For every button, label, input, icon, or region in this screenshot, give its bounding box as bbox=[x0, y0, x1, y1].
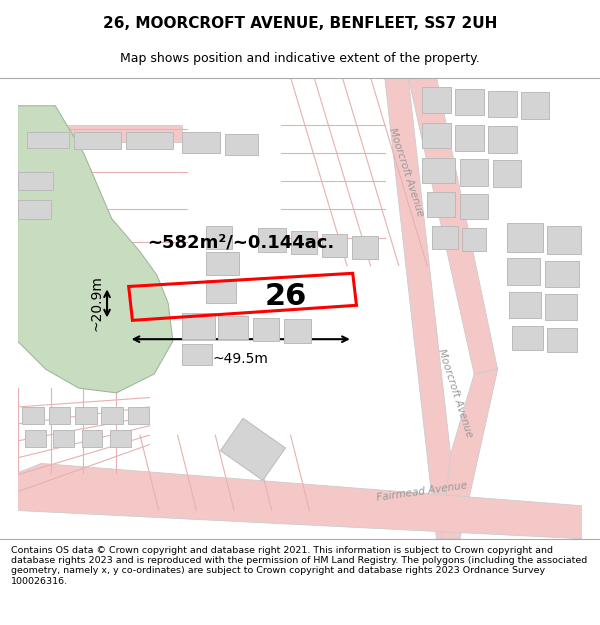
Text: 26, MOORCROFT AVENUE, BENFLEET, SS7 2UH: 26, MOORCROFT AVENUE, BENFLEET, SS7 2UH bbox=[103, 16, 497, 31]
Polygon shape bbox=[17, 464, 583, 539]
Polygon shape bbox=[101, 407, 123, 424]
Polygon shape bbox=[422, 122, 451, 148]
Polygon shape bbox=[74, 132, 121, 149]
Polygon shape bbox=[493, 161, 521, 187]
Polygon shape bbox=[75, 407, 97, 424]
Polygon shape bbox=[422, 158, 455, 183]
Polygon shape bbox=[436, 369, 497, 539]
Polygon shape bbox=[17, 200, 50, 219]
Text: Map shows position and indicative extent of the property.: Map shows position and indicative extent… bbox=[120, 52, 480, 64]
Polygon shape bbox=[462, 228, 487, 251]
Polygon shape bbox=[17, 172, 53, 191]
Polygon shape bbox=[206, 252, 239, 275]
Polygon shape bbox=[385, 78, 460, 539]
Polygon shape bbox=[25, 431, 46, 447]
Polygon shape bbox=[512, 326, 543, 351]
Polygon shape bbox=[488, 126, 517, 152]
Text: ~582m²/~0.144ac.: ~582m²/~0.144ac. bbox=[147, 233, 334, 251]
Text: ~49.5m: ~49.5m bbox=[213, 352, 269, 366]
Polygon shape bbox=[432, 226, 458, 249]
Polygon shape bbox=[253, 318, 279, 341]
Polygon shape bbox=[488, 91, 517, 117]
Polygon shape bbox=[182, 344, 212, 364]
Polygon shape bbox=[53, 431, 74, 447]
Polygon shape bbox=[206, 280, 236, 303]
Polygon shape bbox=[427, 192, 455, 217]
Polygon shape bbox=[455, 89, 484, 115]
Polygon shape bbox=[206, 226, 232, 249]
Polygon shape bbox=[17, 124, 182, 141]
Polygon shape bbox=[509, 292, 541, 318]
Polygon shape bbox=[110, 431, 131, 447]
Text: Moorcroft Avenue: Moorcroft Avenue bbox=[388, 126, 425, 218]
Polygon shape bbox=[218, 316, 248, 339]
Text: Contains OS data © Crown copyright and database right 2021. This information is : Contains OS data © Crown copyright and d… bbox=[11, 546, 587, 586]
Polygon shape bbox=[257, 228, 286, 252]
Polygon shape bbox=[545, 261, 578, 288]
Polygon shape bbox=[220, 418, 286, 481]
Polygon shape bbox=[284, 319, 311, 343]
Polygon shape bbox=[507, 223, 543, 252]
Polygon shape bbox=[290, 231, 317, 254]
Polygon shape bbox=[126, 132, 173, 149]
Polygon shape bbox=[322, 234, 347, 258]
Polygon shape bbox=[547, 328, 577, 352]
Polygon shape bbox=[408, 78, 497, 374]
Polygon shape bbox=[547, 226, 581, 254]
Polygon shape bbox=[224, 134, 257, 155]
Polygon shape bbox=[182, 313, 215, 339]
Polygon shape bbox=[521, 92, 550, 119]
Polygon shape bbox=[507, 258, 540, 284]
Polygon shape bbox=[455, 124, 484, 151]
Polygon shape bbox=[17, 106, 173, 393]
Polygon shape bbox=[82, 431, 103, 447]
Polygon shape bbox=[182, 132, 220, 152]
Polygon shape bbox=[22, 407, 44, 424]
Polygon shape bbox=[545, 294, 577, 321]
Text: Fairmead Avenue: Fairmead Avenue bbox=[376, 481, 469, 503]
Polygon shape bbox=[128, 407, 149, 424]
Text: ~20.9m: ~20.9m bbox=[89, 276, 103, 331]
Polygon shape bbox=[422, 87, 451, 113]
Polygon shape bbox=[352, 236, 378, 259]
Text: 26: 26 bbox=[265, 282, 307, 311]
Polygon shape bbox=[460, 159, 488, 186]
Polygon shape bbox=[27, 132, 70, 148]
Polygon shape bbox=[460, 194, 488, 219]
Text: Moorcroft Avenue: Moorcroft Avenue bbox=[436, 348, 475, 438]
Polygon shape bbox=[49, 407, 70, 424]
